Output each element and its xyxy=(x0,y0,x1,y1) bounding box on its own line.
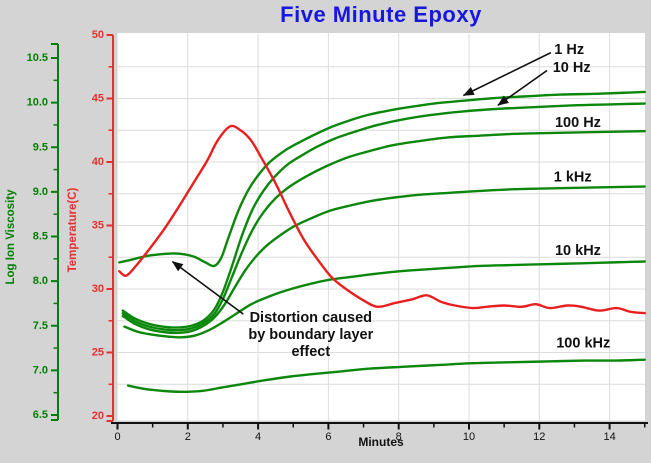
curve-label-10-khz: 10 kHz xyxy=(555,243,601,259)
temperature-axis-title: Temperature(C) xyxy=(67,187,79,273)
plot-area xyxy=(117,33,645,421)
viscosity-axis: 6.5 7.0 7.5 8.0 8.5 9.0 9.5 10.0 10.5 xyxy=(27,43,59,421)
tick-label: 12 xyxy=(533,431,545,443)
viscosity-axis-title: Log Ion Viscosity xyxy=(5,189,17,285)
tick-label: 6 xyxy=(325,431,331,443)
arrow xyxy=(497,69,548,106)
curve-label-100-khz: 100 kHz xyxy=(556,336,610,352)
tick-label: 8.5 xyxy=(33,231,48,243)
tick-label: 10.0 xyxy=(27,97,48,109)
tick-label: 6.5 xyxy=(33,409,48,421)
tick-label: 0 xyxy=(114,431,120,443)
tick-label: 7.0 xyxy=(33,364,48,376)
tick-label: 8 xyxy=(396,431,402,443)
tick-label: 2 xyxy=(185,431,191,443)
tick-label: 9.5 xyxy=(33,141,48,153)
curve-label-1-khz: 1 kHz xyxy=(554,170,592,186)
chart-title: Five Minute Epoxy xyxy=(280,2,482,27)
series-10-khz xyxy=(123,260,646,339)
series-10-hz xyxy=(121,102,646,329)
tick-label: 14 xyxy=(603,431,615,443)
tick-label: 30 xyxy=(92,283,104,295)
tick-label: 9.0 xyxy=(33,186,48,198)
temperature-axis: 20 25 30 35 40 45 50 xyxy=(92,29,114,422)
x-axis: 0 2 4 6 8 10 12 14 xyxy=(111,422,648,443)
tick-label: 45 xyxy=(92,93,104,105)
tick-label: 7.5 xyxy=(33,320,48,332)
series-curves xyxy=(118,90,646,393)
series-1-hz xyxy=(118,90,646,268)
tick-label: 20 xyxy=(92,410,104,422)
arrow xyxy=(171,260,244,315)
series-temperature xyxy=(118,124,646,315)
tick-label: 10.5 xyxy=(27,52,48,64)
series-100-hz xyxy=(121,129,646,332)
curve-label-100-hz: 100 Hz xyxy=(555,115,601,131)
tick-label: 50 xyxy=(92,29,104,41)
tick-label: 40 xyxy=(92,156,104,168)
boundary-layer-annotation: Distortion caused by boundary layer effect xyxy=(248,310,373,360)
tick-label: 25 xyxy=(92,347,104,359)
arrow xyxy=(462,51,552,97)
series-1-khz xyxy=(121,185,646,335)
tick-label: 8.0 xyxy=(33,275,48,287)
tick-label: 10 xyxy=(463,431,475,443)
gridlines xyxy=(117,33,645,421)
curve-labels: 1 Hz 10 Hz 100 Hz 1 kHz 10 kHz 100 kHz xyxy=(553,42,611,352)
x-axis-title: Minutes xyxy=(358,435,404,449)
series-100-khz xyxy=(126,358,646,393)
curve-label-1-hz: 1 Hz xyxy=(554,42,584,58)
curve-label-10-hz: 10 Hz xyxy=(553,60,591,76)
tick-label: 35 xyxy=(92,220,104,232)
tick-label: 4 xyxy=(255,431,261,443)
annotation-arrows xyxy=(171,51,552,315)
